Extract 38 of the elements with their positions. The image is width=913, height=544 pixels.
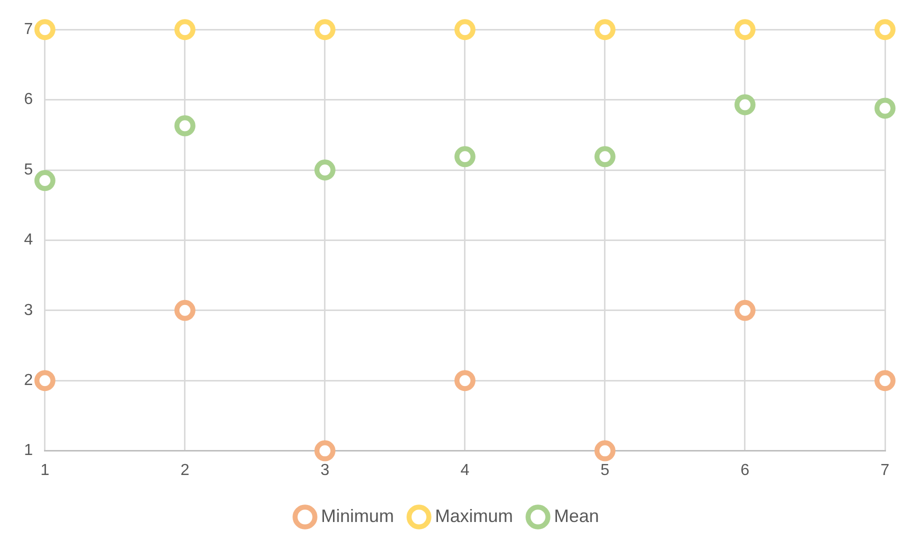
point <box>594 19 616 40</box>
point <box>734 300 756 321</box>
y-tick-label: 3 <box>24 302 33 319</box>
point <box>34 170 56 192</box>
x-tick-label: 3 <box>320 462 330 479</box>
legend-label: Mean <box>554 506 600 526</box>
point <box>314 440 336 462</box>
legend-label: Minimum <box>320 506 394 526</box>
point <box>174 300 196 321</box>
point <box>174 115 196 136</box>
point <box>874 98 896 119</box>
y-tick-label: 6 <box>24 91 33 108</box>
x-tick-label: 1 <box>40 462 50 479</box>
legend-label: Maximum <box>434 506 513 526</box>
point <box>454 19 476 40</box>
point <box>594 440 616 462</box>
point <box>34 370 56 392</box>
point <box>734 94 756 116</box>
point <box>454 146 476 168</box>
point <box>314 19 336 40</box>
point <box>174 19 196 40</box>
point <box>34 19 56 40</box>
point <box>594 146 616 168</box>
point <box>874 370 896 392</box>
x-tick-label: 5 <box>600 462 610 479</box>
x-tick-label: 2 <box>180 462 190 479</box>
y-tick-label: 7 <box>24 21 33 38</box>
point <box>314 160 336 180</box>
y-tick-label: 4 <box>24 232 33 249</box>
point <box>454 370 476 392</box>
point <box>734 19 756 40</box>
x-tick-label: 7 <box>880 462 890 479</box>
y-tick-label: 5 <box>24 161 33 178</box>
x-tick-label: 6 <box>740 462 750 479</box>
x-tick-label: 4 <box>460 462 470 479</box>
point <box>874 19 896 40</box>
y-tick-label: 1 <box>24 442 33 460</box>
y-tick-label: 2 <box>24 372 33 390</box>
